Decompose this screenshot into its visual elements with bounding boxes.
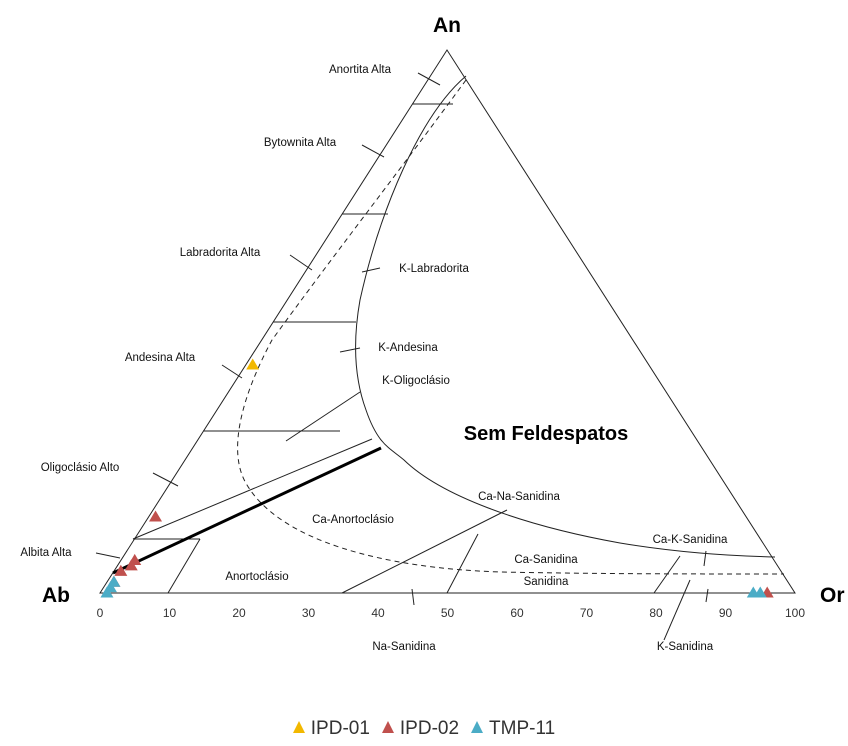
data-point-tmp-11 [107, 575, 121, 587]
label-leader [289, 254, 313, 271]
division-line [446, 533, 479, 594]
label-leader [411, 588, 415, 606]
field-label-ca-anortoclasio: Ca-Anortoclásio [312, 514, 394, 526]
axis-tick-label: 90 [719, 606, 733, 620]
label-leader [339, 347, 361, 353]
legend-label: IPD-02 [399, 718, 460, 739]
vertex-label-an: An [433, 14, 461, 37]
triangle-frame [99, 49, 796, 594]
division-line [341, 509, 508, 594]
field-label-k-sanidina: K-Sanidina [657, 641, 714, 653]
legend-item: IPD-02 [381, 718, 460, 740]
field-label-ca-na-sanidina: Ca-Na-Sanidina [478, 491, 560, 503]
division-line [653, 555, 681, 594]
field-label-k-andesina: K-Andesina [378, 342, 438, 354]
data-point-tmp-11 [100, 586, 114, 598]
center-label: Sem Feldespatos [464, 423, 629, 445]
data-point-ipd-01 [246, 358, 260, 370]
axis-tick-label: 10 [163, 606, 177, 620]
field-label-bytownita-alta: Bytownita Alta [264, 137, 337, 149]
label-leader [285, 391, 361, 442]
label-leader [663, 579, 691, 641]
division-line [132, 438, 373, 540]
label-leader [417, 72, 441, 86]
field-label-ca-sanidina: Ca-Sanidina [514, 554, 578, 566]
legend-label: IPD-01 [310, 718, 370, 739]
field-label-oligoclasio-alto: Oligoclásio Alto [41, 462, 120, 474]
ternary-feldspar-chart: An Ab Or Sem Feldespatos Anortita Alta B… [20, 14, 845, 653]
data-markers [100, 358, 774, 598]
division-line [167, 538, 201, 594]
legend-item: IPD-01 [292, 718, 370, 740]
legend-label: TMP-11 [489, 718, 556, 739]
axis-tick-label: 50 [441, 606, 455, 620]
axis-tick-label: 80 [649, 606, 663, 620]
legend-triangle-icon [292, 721, 305, 733]
label-leader [152, 472, 179, 487]
thick-division-line [112, 446, 382, 575]
label-leader [705, 588, 709, 603]
data-point-ipd-02 [149, 510, 163, 522]
axis-ticks: 0 10 20 30 40 50 60 70 80 90 100 [97, 606, 806, 620]
legend: IPD-01 IPD-02 TMP-11 [0, 718, 848, 740]
field-label-k-labradorita: K-Labradorita [399, 263, 469, 275]
field-label-k-oligoclasio: K-Oligoclásio [382, 375, 450, 387]
axis-tick-label: 20 [232, 606, 246, 620]
dashed-boundary [237, 79, 785, 575]
vertex-label-ab: Ab [42, 584, 70, 607]
data-point-ipd-02 [124, 559, 138, 571]
legend-triangle-icon [381, 721, 394, 733]
field-label-na-sanidina: Na-Sanidina [372, 641, 436, 653]
label-leader [361, 144, 385, 158]
axis-tick-label: 0 [97, 606, 104, 620]
label-leader [703, 550, 707, 567]
data-point-ipd-02 [114, 564, 128, 576]
data-point-tmp-11 [753, 586, 767, 598]
field-label-sanidina: Sanidina [524, 576, 569, 588]
legend-triangle-icon [471, 721, 484, 733]
field-label-albita-alta: Albita Alta [20, 547, 72, 559]
label-leader [95, 552, 121, 559]
vertex-label-or: Or [820, 584, 845, 607]
solvus-curve [354, 75, 776, 558]
field-label-anortoclasio: Anortoclásio [225, 571, 288, 583]
axis-tick-label: 70 [580, 606, 594, 620]
axis-tick-label: 40 [371, 606, 385, 620]
field-label-anortita-alta: Anortita Alta [329, 64, 392, 76]
axis-tick-label: 100 [785, 606, 805, 620]
axis-tick-label: 30 [302, 606, 316, 620]
axis-tick-label: 60 [510, 606, 524, 620]
field-label-ca-k-sanidina: Ca-K-Sanidina [653, 534, 728, 546]
label-leader [361, 267, 381, 273]
label-leader [221, 364, 243, 379]
field-label-andesina-alta: Andesina Alta [125, 352, 196, 364]
field-label-labradorita-alta: Labradorita Alta [180, 247, 261, 259]
legend-item: TMP-11 [471, 718, 555, 740]
